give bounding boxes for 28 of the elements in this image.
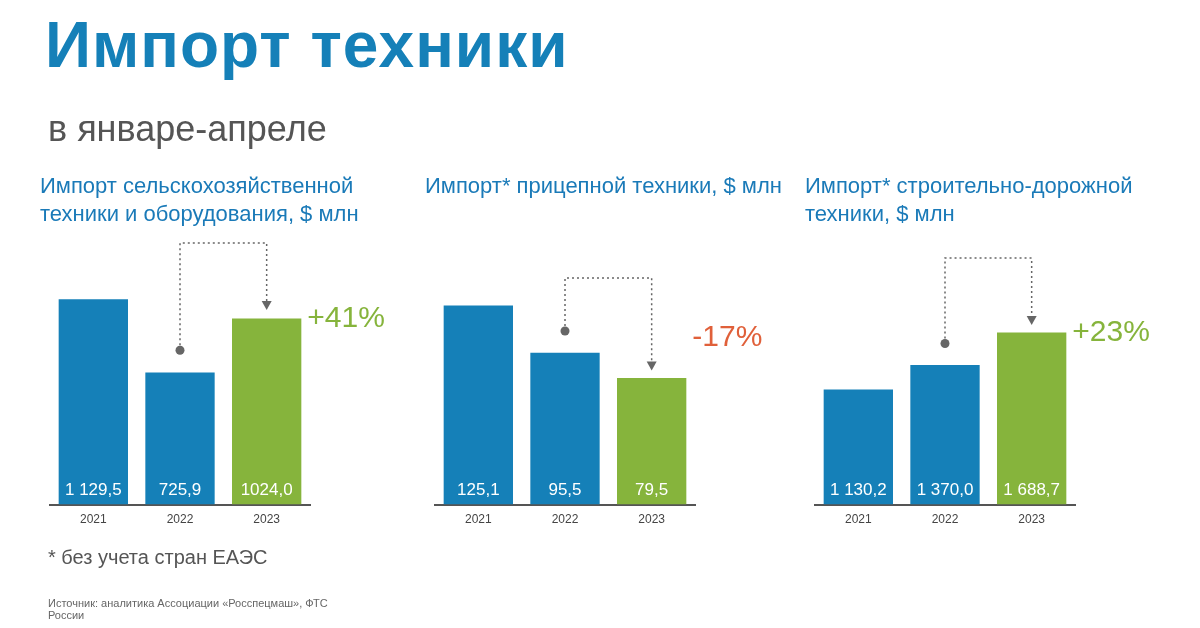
x-tick-label: 2023 (1018, 512, 1046, 527)
annotation: +41% (307, 299, 385, 333)
data-label: 1 129,5 (64, 479, 122, 499)
chart-title: Импорт сельскохозяйственной техники и оборудования, $ млн (40, 172, 360, 228)
x-tick-label: 2022 (166, 512, 194, 527)
chart-title: Импорт* строительно-дорожной техники, $ млн (805, 172, 1134, 228)
text: Импорт техники (45, 8, 569, 82)
x-tick-label: 2021 (844, 512, 872, 527)
text: в январе-апреле (48, 108, 327, 150)
text: * без учета стран ЕАЭС (48, 546, 268, 569)
chart-title: Импорт* прицепной техники, $ млн (425, 172, 783, 200)
x-tick-label: 2022 (931, 512, 959, 527)
data-label: 1 370,0 (916, 479, 974, 499)
data-label: 125,1 (457, 479, 500, 499)
text: Источник: аналитика Ассоциации «Росспецмаш», ФТС России (48, 597, 329, 621)
data-label: 95,5 (548, 479, 582, 499)
x-tick-label: 2023 (638, 512, 666, 527)
x-tick-label: 2022 (551, 512, 579, 527)
x-tick-label: 2021 (79, 512, 107, 527)
x-tick-label: 2023 (253, 512, 281, 527)
x-tick-label: 2021 (464, 512, 492, 527)
annotation: +23% (1072, 313, 1150, 347)
data-label: 725,9 (158, 479, 202, 499)
data-label: 1 130,2 (829, 479, 887, 499)
data-label: 1024,0 (240, 479, 293, 499)
annotation: -17% (692, 319, 763, 353)
data-label: 79,5 (635, 479, 669, 499)
data-label: 1 688,7 (1003, 479, 1061, 499)
